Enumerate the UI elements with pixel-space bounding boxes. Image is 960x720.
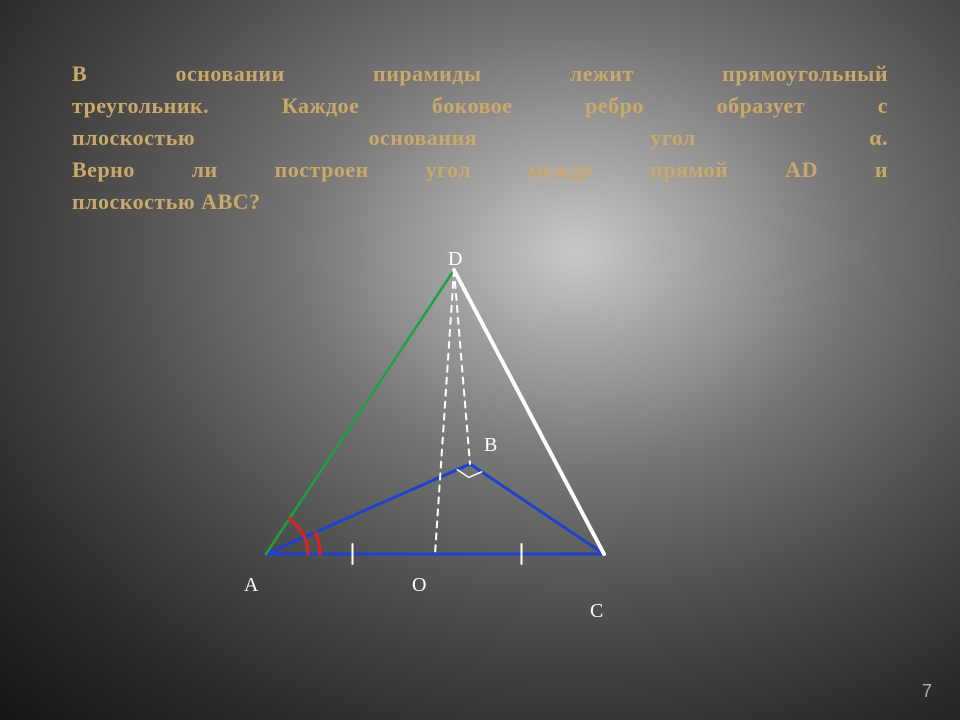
vertex-label-b: B [484,434,497,457]
angle-arc [289,519,320,554]
pyramid-diagram [0,0,960,720]
lateral-edges [266,270,604,554]
dashed-lines [435,270,470,554]
vertex-label-c: C [590,600,603,623]
vertex-label-a: A [244,574,258,597]
page-number: 7 [922,681,932,702]
vertex-label-d: D [448,248,462,271]
vertex-label-o: O [412,574,426,597]
